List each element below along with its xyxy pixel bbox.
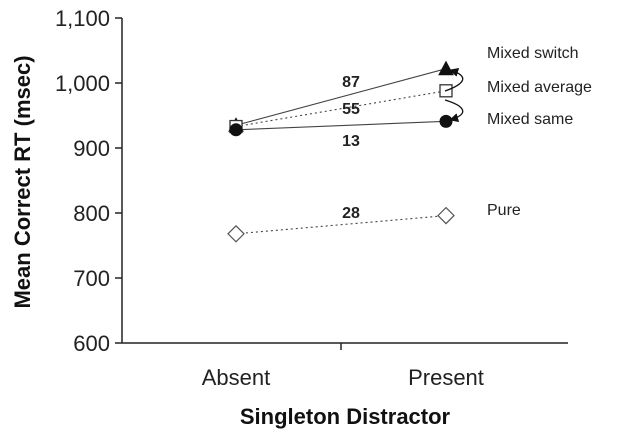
y-tick-label: 900	[73, 136, 110, 161]
mixed-switch-arrow	[444, 67, 464, 92]
pure-point-present	[437, 206, 455, 225]
pure-difference-label: 28	[342, 205, 360, 222]
y-tick-label: 800	[73, 201, 110, 226]
x-axis-title: Singleton Distractor	[240, 404, 451, 429]
mixed-average-series-line	[235, 90, 447, 128]
y-tick-label: 1,100	[55, 6, 110, 31]
pure-series-label: Pure	[487, 202, 521, 219]
pure-series-line	[235, 215, 447, 235]
mixed-same-series-label: Mixed same	[487, 111, 573, 128]
x-tick-label: Present	[408, 365, 484, 390]
mixed-same-point-present	[439, 114, 453, 128]
mixed-same-point-absent	[229, 123, 243, 137]
mixed-switch-difference-label: 87	[342, 74, 360, 91]
x-tick-label: Absent	[202, 365, 271, 390]
pure-point-absent	[227, 224, 245, 243]
mixed-average-difference-label: 55	[342, 101, 360, 118]
mixed-same-series-line	[235, 120, 447, 131]
mixed-switch-series-line	[235, 68, 447, 126]
mixed-same-arrow	[444, 99, 464, 123]
mixed-switch-series-label: Mixed switch	[487, 45, 579, 62]
y-tick-label: 700	[73, 266, 110, 291]
mixed-same-difference-label: 13	[342, 133, 360, 150]
mixed-average-series-label: Mixed average	[487, 79, 592, 96]
mixed-switch-point-present	[438, 60, 454, 76]
y-tick-label: 1,000	[55, 71, 110, 96]
y-axis-title: Mean Correct RT (msec)	[10, 55, 35, 308]
y-tick-label: 600	[73, 331, 110, 356]
